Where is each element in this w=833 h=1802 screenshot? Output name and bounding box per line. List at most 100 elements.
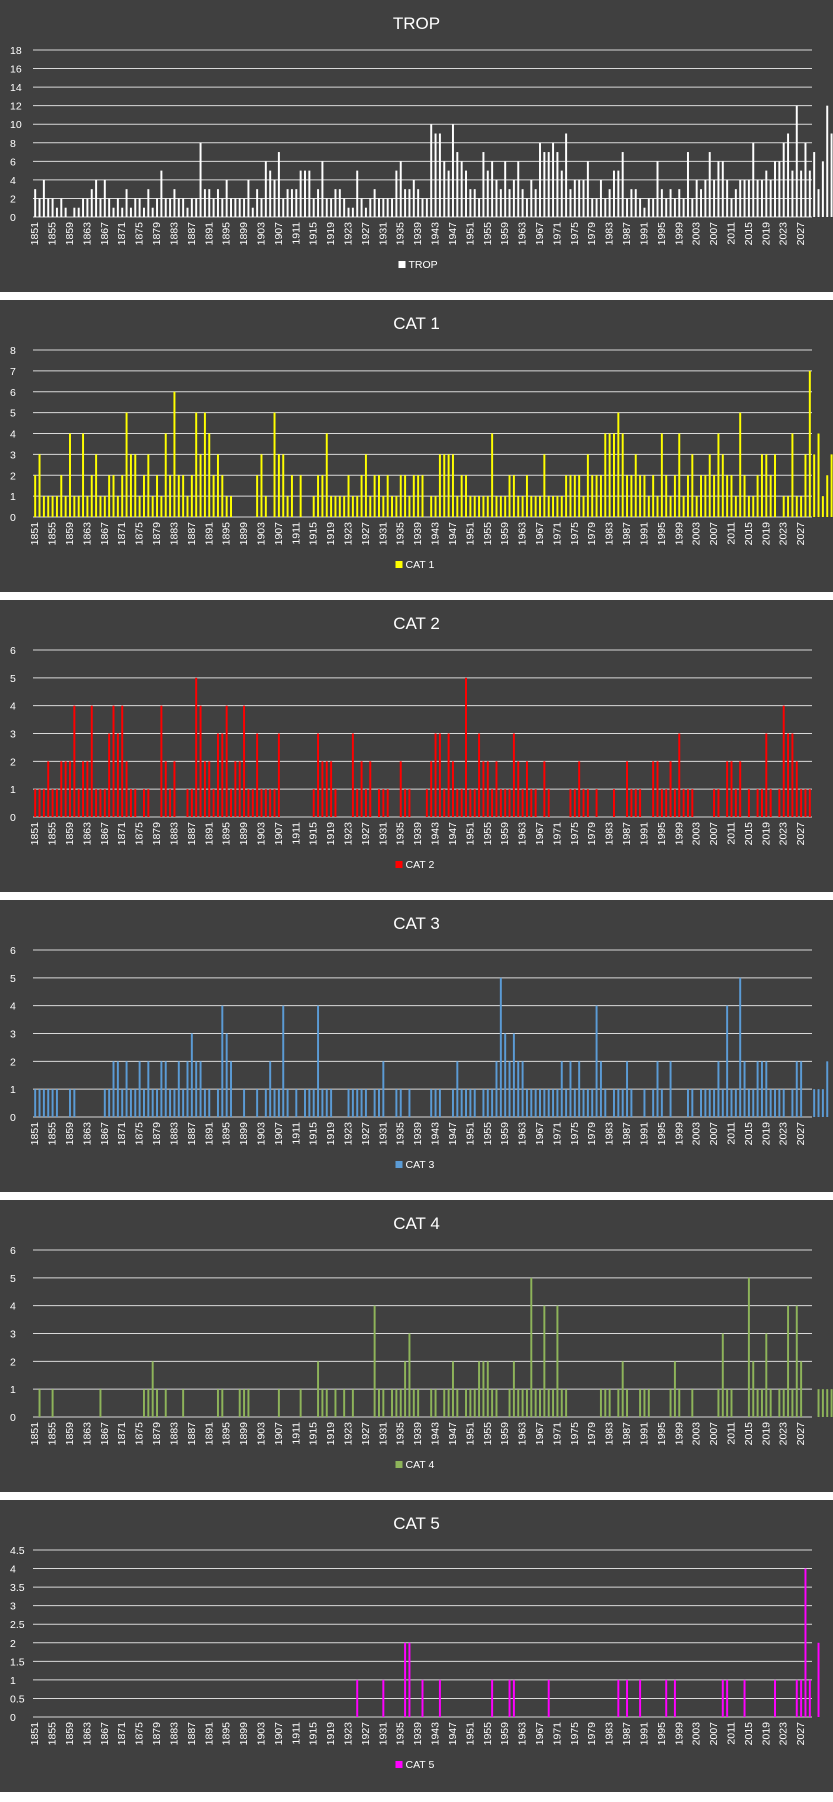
y-tick-label: 3 (10, 1029, 16, 1041)
bar-2021 (774, 1089, 776, 1117)
chart-panel-trop: TROP 0 2 4 6 8 10 12 14 16 18 1851 1855 1859 1863 1867 1… (0, 0, 833, 292)
bar-1917 (321, 761, 324, 817)
bar-1872 (125, 412, 128, 517)
bar-1963 (521, 496, 524, 517)
bar-2032 (821, 496, 824, 517)
bar-1955 (486, 170, 489, 217)
bar-1996 (665, 475, 668, 517)
bar-1918 (325, 761, 328, 817)
bar-1914 (308, 170, 311, 217)
legend-swatch (395, 861, 403, 868)
bar-1946 (447, 170, 450, 217)
x-tick-label: 1875 (134, 1722, 146, 1746)
x-tick-label: 1911 (290, 1122, 302, 1145)
bar-1977 (582, 1089, 585, 1117)
x-tick-label: 1859 (64, 1122, 76, 1146)
bar-1942 (430, 496, 433, 517)
x-tick-label: 1899 (238, 522, 250, 546)
x-tick-label: 1911 (290, 522, 302, 545)
bar-2025 (791, 1089, 794, 1117)
bar-1892 (212, 475, 215, 517)
bar-1897 (234, 761, 237, 817)
x-tick-label: 1947 (447, 1722, 459, 1746)
bar-2024 (787, 133, 790, 217)
bar-1941 (425, 198, 428, 217)
bar-1856 (55, 496, 58, 517)
bar-1957 (495, 496, 498, 517)
bar-1924 (351, 207, 354, 217)
y-tick-label: 2 (10, 756, 16, 768)
x-tick-label: 1987 (621, 522, 633, 546)
bar-1881 (164, 761, 167, 817)
bar-1962 (517, 1061, 520, 1117)
bar-1864 (90, 475, 93, 517)
bar-1959 (504, 789, 507, 817)
bar-2011 (730, 1389, 733, 1417)
bar-1877 (147, 454, 150, 517)
bar-1907 (277, 733, 280, 817)
bar-1925 (356, 1089, 359, 1117)
x-tick-label: 2007 (708, 1122, 720, 1146)
bar-1948 (456, 152, 459, 217)
bar-1997 (669, 1389, 672, 1417)
bar-1853 (42, 1089, 45, 1117)
bar-2027 (800, 789, 803, 817)
x-tick-label: 1987 (621, 222, 633, 246)
bar-1878 (151, 207, 154, 217)
x-tick-label: 2007 (708, 822, 720, 846)
x-tick-label: 1975 (569, 222, 581, 246)
x-tick-label: 1907 (273, 1722, 285, 1746)
legend-label: CAT 5 (406, 1759, 435, 1771)
y-tick-label: 1 (10, 784, 16, 796)
x-tick-label: 1899 (238, 1422, 250, 1446)
bar-1948 (456, 1389, 459, 1417)
bar-1852 (38, 1389, 41, 1417)
x-tick-label: 1883 (168, 1122, 180, 1146)
chart-cat-5: CAT 5 0 0.5 1 1.5 2 2.5 3 3.5 4 4.5 1851 1855 1859 186… (10, 1514, 820, 1771)
x-tick-label: 2019 (760, 222, 772, 246)
bar-2015 (747, 1277, 750, 1417)
bar-2033 (826, 1061, 829, 1117)
bar-2016 (752, 1361, 755, 1417)
bar-1985 (617, 170, 620, 217)
bar-2010 (726, 761, 729, 817)
bar-1889 (199, 454, 202, 517)
bar-1877 (147, 1389, 150, 1417)
bar-1876 (142, 1389, 145, 1417)
bar-1999 (678, 433, 681, 517)
bar-2005 (704, 179, 707, 217)
x-tick-label: 1995 (656, 1722, 668, 1746)
bar-2028 (804, 142, 807, 217)
bar-2027 (800, 170, 803, 217)
bar-1903 (260, 789, 263, 817)
bar-1968 (543, 454, 546, 517)
bar-1932 (386, 475, 389, 517)
bar-1859 (69, 433, 71, 517)
bar-2020 (769, 179, 772, 217)
bar-1913 (304, 1089, 306, 1117)
bar-1875 (138, 1061, 141, 1117)
x-tick-label: 1931 (377, 1122, 389, 1146)
bar-2011 (730, 761, 733, 817)
x-tick-label: 2003 (691, 522, 703, 546)
bar-1993 (652, 1089, 655, 1117)
bar-2011 (730, 198, 733, 217)
bar-1955 (486, 496, 489, 517)
bar-1952 (473, 496, 476, 517)
bar-1978 (586, 454, 589, 517)
bar-2000 (682, 496, 685, 517)
bar-1990 (639, 1679, 642, 1717)
y-tick-label: 1 (10, 491, 16, 503)
x-tick-label: 1863 (81, 1722, 93, 1746)
bar-2014 (743, 475, 746, 517)
bar-2000 (682, 198, 685, 217)
x-tick-label: 1915 (308, 1422, 320, 1446)
x-tick-label: 1991 (638, 222, 650, 246)
bar-2003 (695, 179, 698, 217)
x-tick-label: 1855 (47, 522, 59, 546)
bar-1866 (99, 1389, 102, 1417)
bar-1944 (438, 1679, 441, 1717)
y-tick-label: 1 (10, 1084, 16, 1096)
x-tick-label: 1911 (290, 1422, 302, 1445)
bar-1999 (678, 733, 681, 817)
